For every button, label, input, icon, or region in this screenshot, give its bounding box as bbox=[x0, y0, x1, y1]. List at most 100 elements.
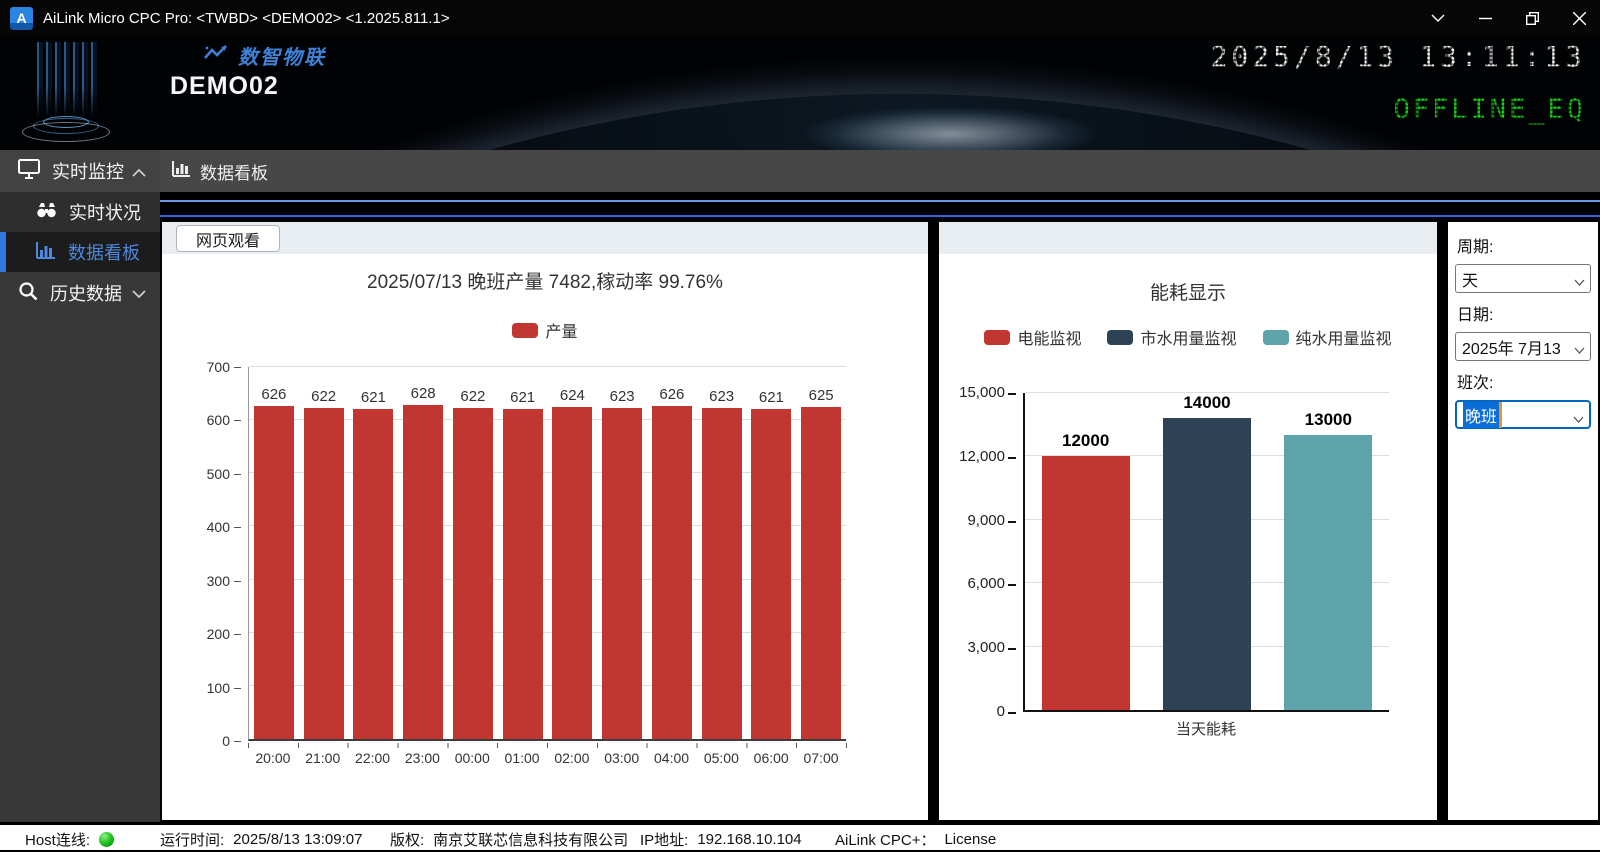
bar-slot: 623 bbox=[597, 367, 647, 739]
period-select[interactable]: 天 bbox=[1455, 264, 1591, 293]
x-tick-label: 07:00 bbox=[803, 750, 839, 766]
bar bbox=[552, 407, 593, 739]
gridline bbox=[1025, 392, 1389, 393]
equipment-status-led: OFFLINE_EQ bbox=[1393, 94, 1586, 125]
legend-label: 市水用量监视 bbox=[1140, 331, 1237, 348]
bar-chart-icon bbox=[172, 160, 191, 182]
sidebar-item-label: 实时状况 bbox=[69, 203, 141, 223]
license-status: AiLink CPC+： License bbox=[835, 829, 996, 850]
bar bbox=[751, 408, 792, 739]
bar-slot: 14000 bbox=[1146, 393, 1267, 710]
chevron-down-icon bbox=[1573, 411, 1584, 429]
x-tick-label: 01:00 bbox=[504, 750, 540, 766]
period-label: 周期: bbox=[1457, 239, 1494, 256]
gridline bbox=[249, 684, 846, 686]
date-label: 日期: bbox=[1457, 307, 1494, 324]
bars-container: 626 622 621 628 622 621 624 623 626 623 621 625 bbox=[249, 367, 846, 739]
license-label: AiLink CPC+： bbox=[835, 832, 936, 849]
shift-select[interactable]: 晚班 bbox=[1455, 400, 1591, 429]
panel-header-strip bbox=[162, 222, 928, 254]
title-bar: A AiLink Micro CPC Pro: <TWBD> <DEMO02> … bbox=[0, 0, 1600, 36]
host-label: Host连线: bbox=[25, 832, 91, 849]
y-tick-label: 500 bbox=[182, 466, 242, 482]
bar-value-label: 624 bbox=[559, 387, 585, 405]
close-button[interactable] bbox=[1573, 11, 1586, 25]
sidebar-item-realtime-status[interactable]: 实时状况 bbox=[0, 192, 160, 232]
y-tick-label: 0 bbox=[951, 704, 1017, 720]
window-title: AiLink Micro CPC Pro: <TWBD> <DEMO02> <1… bbox=[43, 9, 450, 27]
main-area: 实时监控 实时状况 数据看板 历史数据 数据看板 bbox=[0, 150, 1600, 822]
station-name: DEMO02 bbox=[170, 72, 279, 100]
y-tick-label: 600 bbox=[182, 412, 242, 428]
bar bbox=[452, 408, 493, 739]
license-value: License bbox=[944, 831, 997, 848]
x-tick-label: 21:00 bbox=[305, 750, 341, 766]
bar-slot: 12000 bbox=[1025, 393, 1146, 710]
web-view-button[interactable]: 网页观看 bbox=[176, 225, 281, 252]
chevron-down-icon[interactable] bbox=[1431, 14, 1445, 23]
ip-label: IP地址: bbox=[640, 832, 689, 849]
bar bbox=[602, 407, 643, 739]
bar-slot: 621 bbox=[349, 367, 399, 739]
sidebar-item-label: 数据看板 bbox=[68, 243, 140, 263]
date-value: 2025年 7月13 bbox=[1462, 340, 1561, 358]
bar-slot: 13000 bbox=[1268, 393, 1389, 710]
bar bbox=[303, 408, 344, 739]
bar-value-label: 621 bbox=[758, 388, 784, 406]
trend-icon bbox=[204, 44, 230, 68]
y-tick-label: 15,000 bbox=[951, 385, 1017, 401]
bar-value-label: 14000 bbox=[1183, 393, 1231, 412]
bar bbox=[1041, 456, 1130, 710]
energy-chart-legend: 电能监视 市水用量监视 纯水用量监视 bbox=[939, 325, 1437, 349]
sidebar-item-data-dashboard[interactable]: 数据看板 bbox=[0, 232, 160, 272]
bar-slot: 626 bbox=[249, 367, 299, 739]
restore-button[interactable] bbox=[1526, 11, 1539, 25]
bar-value-label: 12000 bbox=[1062, 431, 1110, 451]
x-tick-label: 04:00 bbox=[654, 750, 690, 766]
bar bbox=[1162, 418, 1251, 710]
bars-container: 12000 14000 13000 bbox=[1025, 393, 1389, 710]
tab-data-dashboard[interactable]: 数据看板 bbox=[200, 163, 268, 183]
runtime-label: 运行时间: bbox=[160, 832, 225, 849]
chevron-down-icon bbox=[1574, 342, 1585, 360]
y-tick-label: 400 bbox=[182, 519, 242, 535]
sidebar: 实时监控 实时状况 数据看板 历史数据 bbox=[0, 150, 160, 822]
legend-swatch bbox=[1262, 329, 1289, 345]
y-tick-label: 9,000 bbox=[951, 512, 1017, 529]
bar-slot: 621 bbox=[747, 367, 797, 739]
x-axis-labels: 20:00 21:00 22:00 23:00 00:00 01:00 02:00 03:00… bbox=[248, 750, 846, 766]
sidebar-item-realtime-monitor[interactable]: 实时监控 bbox=[0, 150, 160, 192]
production-chart-panel: 网页观看 2025/07/13 晚班产量 7482,稼动率 99.76% 产量 … bbox=[162, 222, 928, 820]
y-tick-label: 300 bbox=[182, 573, 242, 589]
energy-chart-title: 能耗显示 bbox=[1149, 283, 1226, 304]
gridline bbox=[249, 419, 846, 421]
runtime-status: 运行时间: 2025/8/13 13:09:07 bbox=[160, 829, 362, 850]
y-tick-label: 200 bbox=[182, 626, 242, 642]
panel-header-strip bbox=[939, 222, 1437, 254]
bar-value-label: 622 bbox=[311, 388, 337, 406]
binoculars-icon bbox=[36, 201, 57, 224]
bar-slot: 622 bbox=[448, 367, 498, 739]
bar-slot: 625 bbox=[796, 367, 846, 739]
runtime-value: 2025/8/13 13:09:07 bbox=[233, 831, 363, 848]
online-indicator-icon bbox=[99, 832, 115, 847]
filter-panel: 周期: 天 日期: 2025年 7月13 班次: 晚班 bbox=[1448, 222, 1598, 820]
monitor-icon bbox=[18, 158, 40, 184]
sidebar-item-history-data[interactable]: 历史数据 bbox=[0, 272, 160, 314]
x-axis-ticks bbox=[248, 743, 847, 748]
brand-title: 数智物联 bbox=[204, 41, 326, 70]
header-clock: 2025/8/13 13:11:13 bbox=[1210, 40, 1586, 73]
date-select[interactable]: 2025年 7月13 bbox=[1455, 332, 1591, 361]
gridline bbox=[249, 472, 846, 474]
production-chart-title: 2025/07/13 晚班产量 7482,稼动率 99.76% bbox=[367, 272, 723, 293]
minimize-button[interactable] bbox=[1479, 17, 1492, 20]
bar-value-label: 622 bbox=[460, 388, 486, 406]
panels-row: 网页观看 2025/07/13 晚班产量 7482,稼动率 99.76% 产量 … bbox=[162, 222, 1598, 820]
x-tick-label: 05:00 bbox=[703, 750, 739, 766]
x-tick-label: 20:00 bbox=[255, 750, 291, 766]
bar bbox=[353, 408, 394, 739]
bar bbox=[403, 405, 444, 739]
ip-status: IP地址: 192.168.10.104 bbox=[640, 829, 802, 850]
bar-value-label: 13000 bbox=[1304, 410, 1352, 430]
